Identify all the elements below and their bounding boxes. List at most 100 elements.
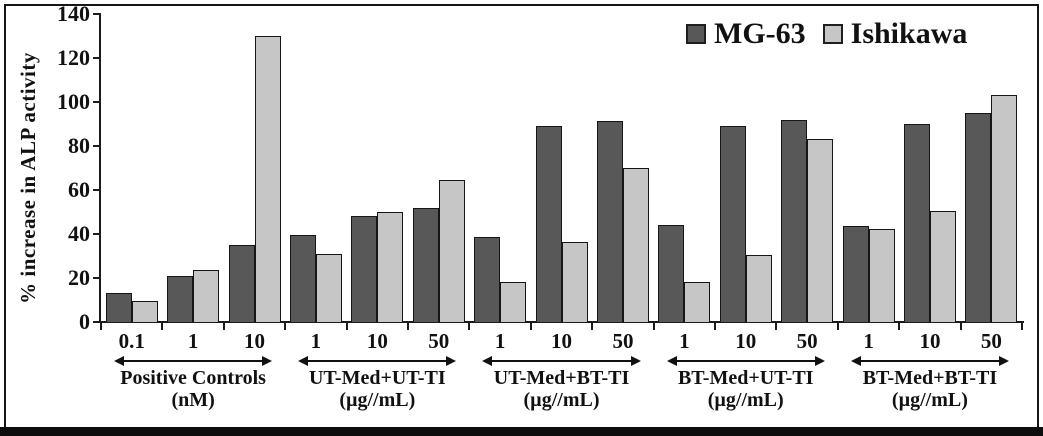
y-tick-label: 100 bbox=[57, 89, 90, 114]
y-tick bbox=[93, 145, 101, 147]
bar-ishikawa bbox=[193, 270, 220, 322]
bar-mg-63 bbox=[781, 119, 808, 322]
x-tick bbox=[959, 323, 962, 330]
bar-ishikawa bbox=[131, 301, 158, 322]
dose-label: 10 bbox=[244, 329, 266, 353]
x-tick bbox=[345, 323, 348, 330]
group-ut-med-bt-ti: UT-Med+BT-TI (µg//mL) bbox=[469, 354, 653, 411]
bar-ishikawa bbox=[745, 254, 772, 322]
dose-label: 50 bbox=[980, 329, 1002, 353]
bar-mg-63 bbox=[228, 245, 255, 322]
bar-mg-63 bbox=[903, 124, 930, 322]
group-unit-label: (µg//mL) bbox=[891, 389, 968, 411]
dose-label: 1 bbox=[310, 329, 322, 353]
y-tick-label: 140 bbox=[57, 1, 90, 26]
dose-label: 50 bbox=[612, 329, 634, 353]
y-tick bbox=[93, 189, 101, 191]
bar-mg-63 bbox=[842, 226, 869, 322]
x-tick bbox=[1021, 323, 1023, 330]
group-range-arrow bbox=[114, 354, 273, 367]
group-range-arrow bbox=[666, 354, 825, 367]
category-slot bbox=[347, 14, 408, 322]
group-label: BT-Med+UT-TI bbox=[677, 367, 814, 389]
bar-mg-63 bbox=[535, 126, 562, 322]
bar-mg-63 bbox=[105, 293, 132, 322]
arrow-right-head bbox=[630, 355, 641, 366]
x-tick bbox=[836, 323, 839, 330]
x-tick bbox=[284, 323, 287, 330]
bar-ishikawa bbox=[684, 282, 711, 322]
y-tick bbox=[93, 233, 101, 235]
chart-frame bbox=[4, 4, 1039, 427]
group-label: UT-Med+BT-TI bbox=[493, 367, 630, 389]
bar-ishikawa bbox=[622, 168, 649, 322]
arrow-shaft bbox=[676, 359, 815, 362]
dose-label: 10 bbox=[551, 329, 573, 353]
category-slot bbox=[531, 14, 592, 322]
legend: MG-63 Ishikawa bbox=[686, 14, 967, 54]
x-tick bbox=[468, 323, 471, 330]
dose-label: 1 bbox=[187, 329, 199, 353]
arrow-left-head bbox=[114, 355, 124, 366]
legend-item-ishikawa: Ishikawa bbox=[822, 14, 968, 54]
arrow-left-head bbox=[298, 355, 309, 366]
dose-label: 1 bbox=[679, 329, 690, 353]
category-slot bbox=[469, 14, 530, 322]
x-tick bbox=[652, 323, 655, 330]
bar-ishikawa bbox=[315, 253, 342, 322]
group-range-arrow bbox=[482, 354, 641, 367]
group-positive-controls: Positive Controls (nM) bbox=[101, 354, 285, 411]
arrow-shaft bbox=[308, 359, 447, 362]
x-axis-line bbox=[99, 321, 1024, 323]
arrow-left-head bbox=[482, 355, 493, 366]
arrow-shaft bbox=[492, 359, 631, 362]
group-bt-med-bt-ti: BT-Med+BT-TI (µg//mL) bbox=[838, 354, 1022, 411]
category-slot bbox=[838, 14, 899, 322]
legend-swatch-ishikawa bbox=[822, 24, 843, 44]
category-slot bbox=[101, 14, 162, 322]
y-tick-label: 120 bbox=[57, 45, 90, 70]
bar-mg-63 bbox=[351, 216, 378, 322]
plot-area bbox=[101, 14, 1022, 322]
y-tick-label: 60 bbox=[68, 177, 90, 202]
bar-ishikawa bbox=[991, 95, 1018, 322]
y-tick-label: 80 bbox=[68, 133, 90, 158]
bar-mg-63 bbox=[719, 126, 746, 322]
bar-mg-63 bbox=[289, 235, 316, 322]
x-tick bbox=[591, 323, 594, 330]
dose-label: 1 bbox=[494, 329, 506, 353]
group-unit-label: (µg//mL) bbox=[523, 389, 600, 411]
bar-ishikawa bbox=[929, 210, 956, 322]
category-slot bbox=[162, 14, 223, 322]
dose-label: 10 bbox=[919, 329, 941, 353]
dose-labels-row: 0.1 1 10 1 10 50 1 10 50 1 10 50 1 10 50 bbox=[101, 329, 1022, 354]
category-slot bbox=[776, 14, 837, 322]
x-tick bbox=[898, 323, 901, 330]
y-tick-label: 20 bbox=[68, 265, 90, 290]
legend-label: Ishikawa bbox=[850, 17, 968, 50]
arrow-left-head bbox=[666, 355, 677, 366]
y-tick bbox=[93, 277, 101, 279]
group-unit-label: (µg//mL) bbox=[707, 389, 784, 411]
x-tick bbox=[714, 323, 716, 330]
bar-mg-63 bbox=[965, 113, 992, 322]
legend-label: MG-63 bbox=[714, 17, 806, 50]
x-tick bbox=[407, 323, 409, 330]
bar-mg-63 bbox=[658, 225, 685, 322]
x-tick bbox=[100, 323, 102, 330]
x-tick bbox=[529, 323, 532, 330]
y-tick bbox=[93, 13, 101, 15]
category-slot bbox=[592, 14, 653, 322]
y-tick bbox=[93, 321, 101, 323]
bar-ishikawa bbox=[438, 180, 465, 322]
bar-ishikawa bbox=[254, 36, 281, 322]
group-labels-row: Positive Controls (nM) UT-Med+UT-TI (µg//mL… bbox=[101, 354, 1022, 411]
y-tick-label: 40 bbox=[68, 221, 90, 246]
bar-ishikawa bbox=[500, 282, 527, 322]
bar-mg-63 bbox=[412, 207, 439, 322]
group-range-arrow bbox=[850, 354, 1010, 367]
y-tick-label: 0 bbox=[79, 309, 90, 334]
bar-mg-63 bbox=[596, 120, 623, 322]
group-bt-med-ut-ti: BT-Med+UT-TI (µg//mL) bbox=[654, 354, 838, 411]
